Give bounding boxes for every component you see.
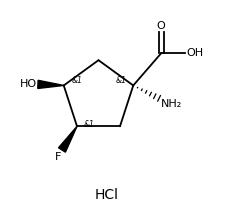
Text: HCl: HCl: [95, 187, 119, 202]
Text: NH₂: NH₂: [161, 99, 182, 109]
Text: HO: HO: [20, 79, 37, 89]
Polygon shape: [38, 80, 64, 88]
Text: F: F: [54, 152, 61, 162]
Text: OH: OH: [186, 48, 203, 58]
Text: &1: &1: [84, 120, 95, 129]
Text: &1: &1: [116, 76, 127, 84]
Text: &1: &1: [71, 76, 82, 85]
Text: O: O: [157, 21, 166, 31]
Polygon shape: [59, 126, 77, 152]
